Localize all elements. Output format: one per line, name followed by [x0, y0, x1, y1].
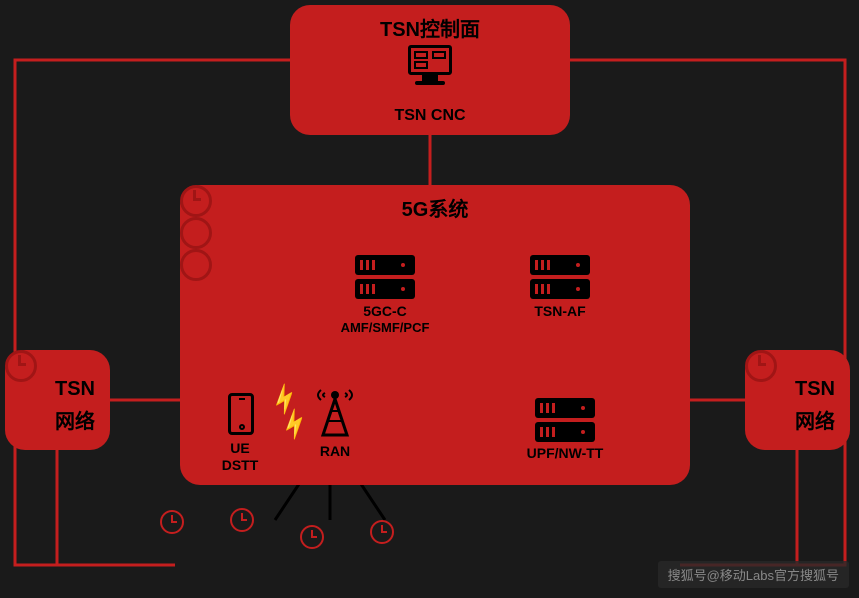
clock-icon-inner-3 — [180, 249, 212, 281]
tsn-left-line2: 网络 — [40, 405, 110, 434]
tsn-right-line2: 网络 — [780, 405, 850, 434]
server-tsnaf-icon — [530, 255, 590, 299]
tsn-control-title: TSN控制面 — [290, 13, 570, 42]
clock-small-1 — [160, 510, 184, 534]
tsnaf-label: TSN-AF — [520, 303, 600, 319]
ue-label2: DSTT — [212, 457, 268, 473]
antenna-icon — [315, 385, 355, 445]
phone-icon — [228, 393, 254, 435]
server-5gcc-icon — [355, 255, 415, 299]
5gcc-label2: AMF/SMF/PCF — [325, 320, 445, 335]
5g-system-box: 5G系统 5GC-C AMF/SMF/PCF TSN-AF UPF/NW-TT … — [180, 185, 690, 485]
tsn-right-line1: TSN — [780, 378, 850, 401]
clock-small-3 — [300, 525, 324, 549]
tsn-left-line1: TSN — [40, 378, 110, 401]
tsn-network-left-box: TSN 网络 — [5, 350, 110, 450]
clock-icon-right — [745, 350, 777, 382]
clock-small-2 — [230, 508, 254, 532]
monitor-icon — [408, 45, 452, 85]
5gcc-label1: 5GC-C — [350, 303, 420, 319]
watermark: 搜狐号@移动Labs官方搜狐号 — [658, 561, 849, 588]
ran-label: RAN — [310, 443, 360, 459]
upf-label: UPF/NW-TT — [510, 445, 620, 461]
ue-label1: UE — [220, 440, 260, 456]
clock-small-4 — [370, 520, 394, 544]
server-upf-icon — [535, 398, 595, 442]
tsn-control-plane-box: TSN控制面 TSN CNC — [290, 5, 570, 135]
tsn-cnc-label: TSN CNC — [290, 107, 570, 125]
tsn-network-right-box: TSN 网络 — [745, 350, 850, 450]
5g-system-title: 5G系统 — [180, 193, 690, 222]
clock-icon-left — [5, 350, 37, 382]
